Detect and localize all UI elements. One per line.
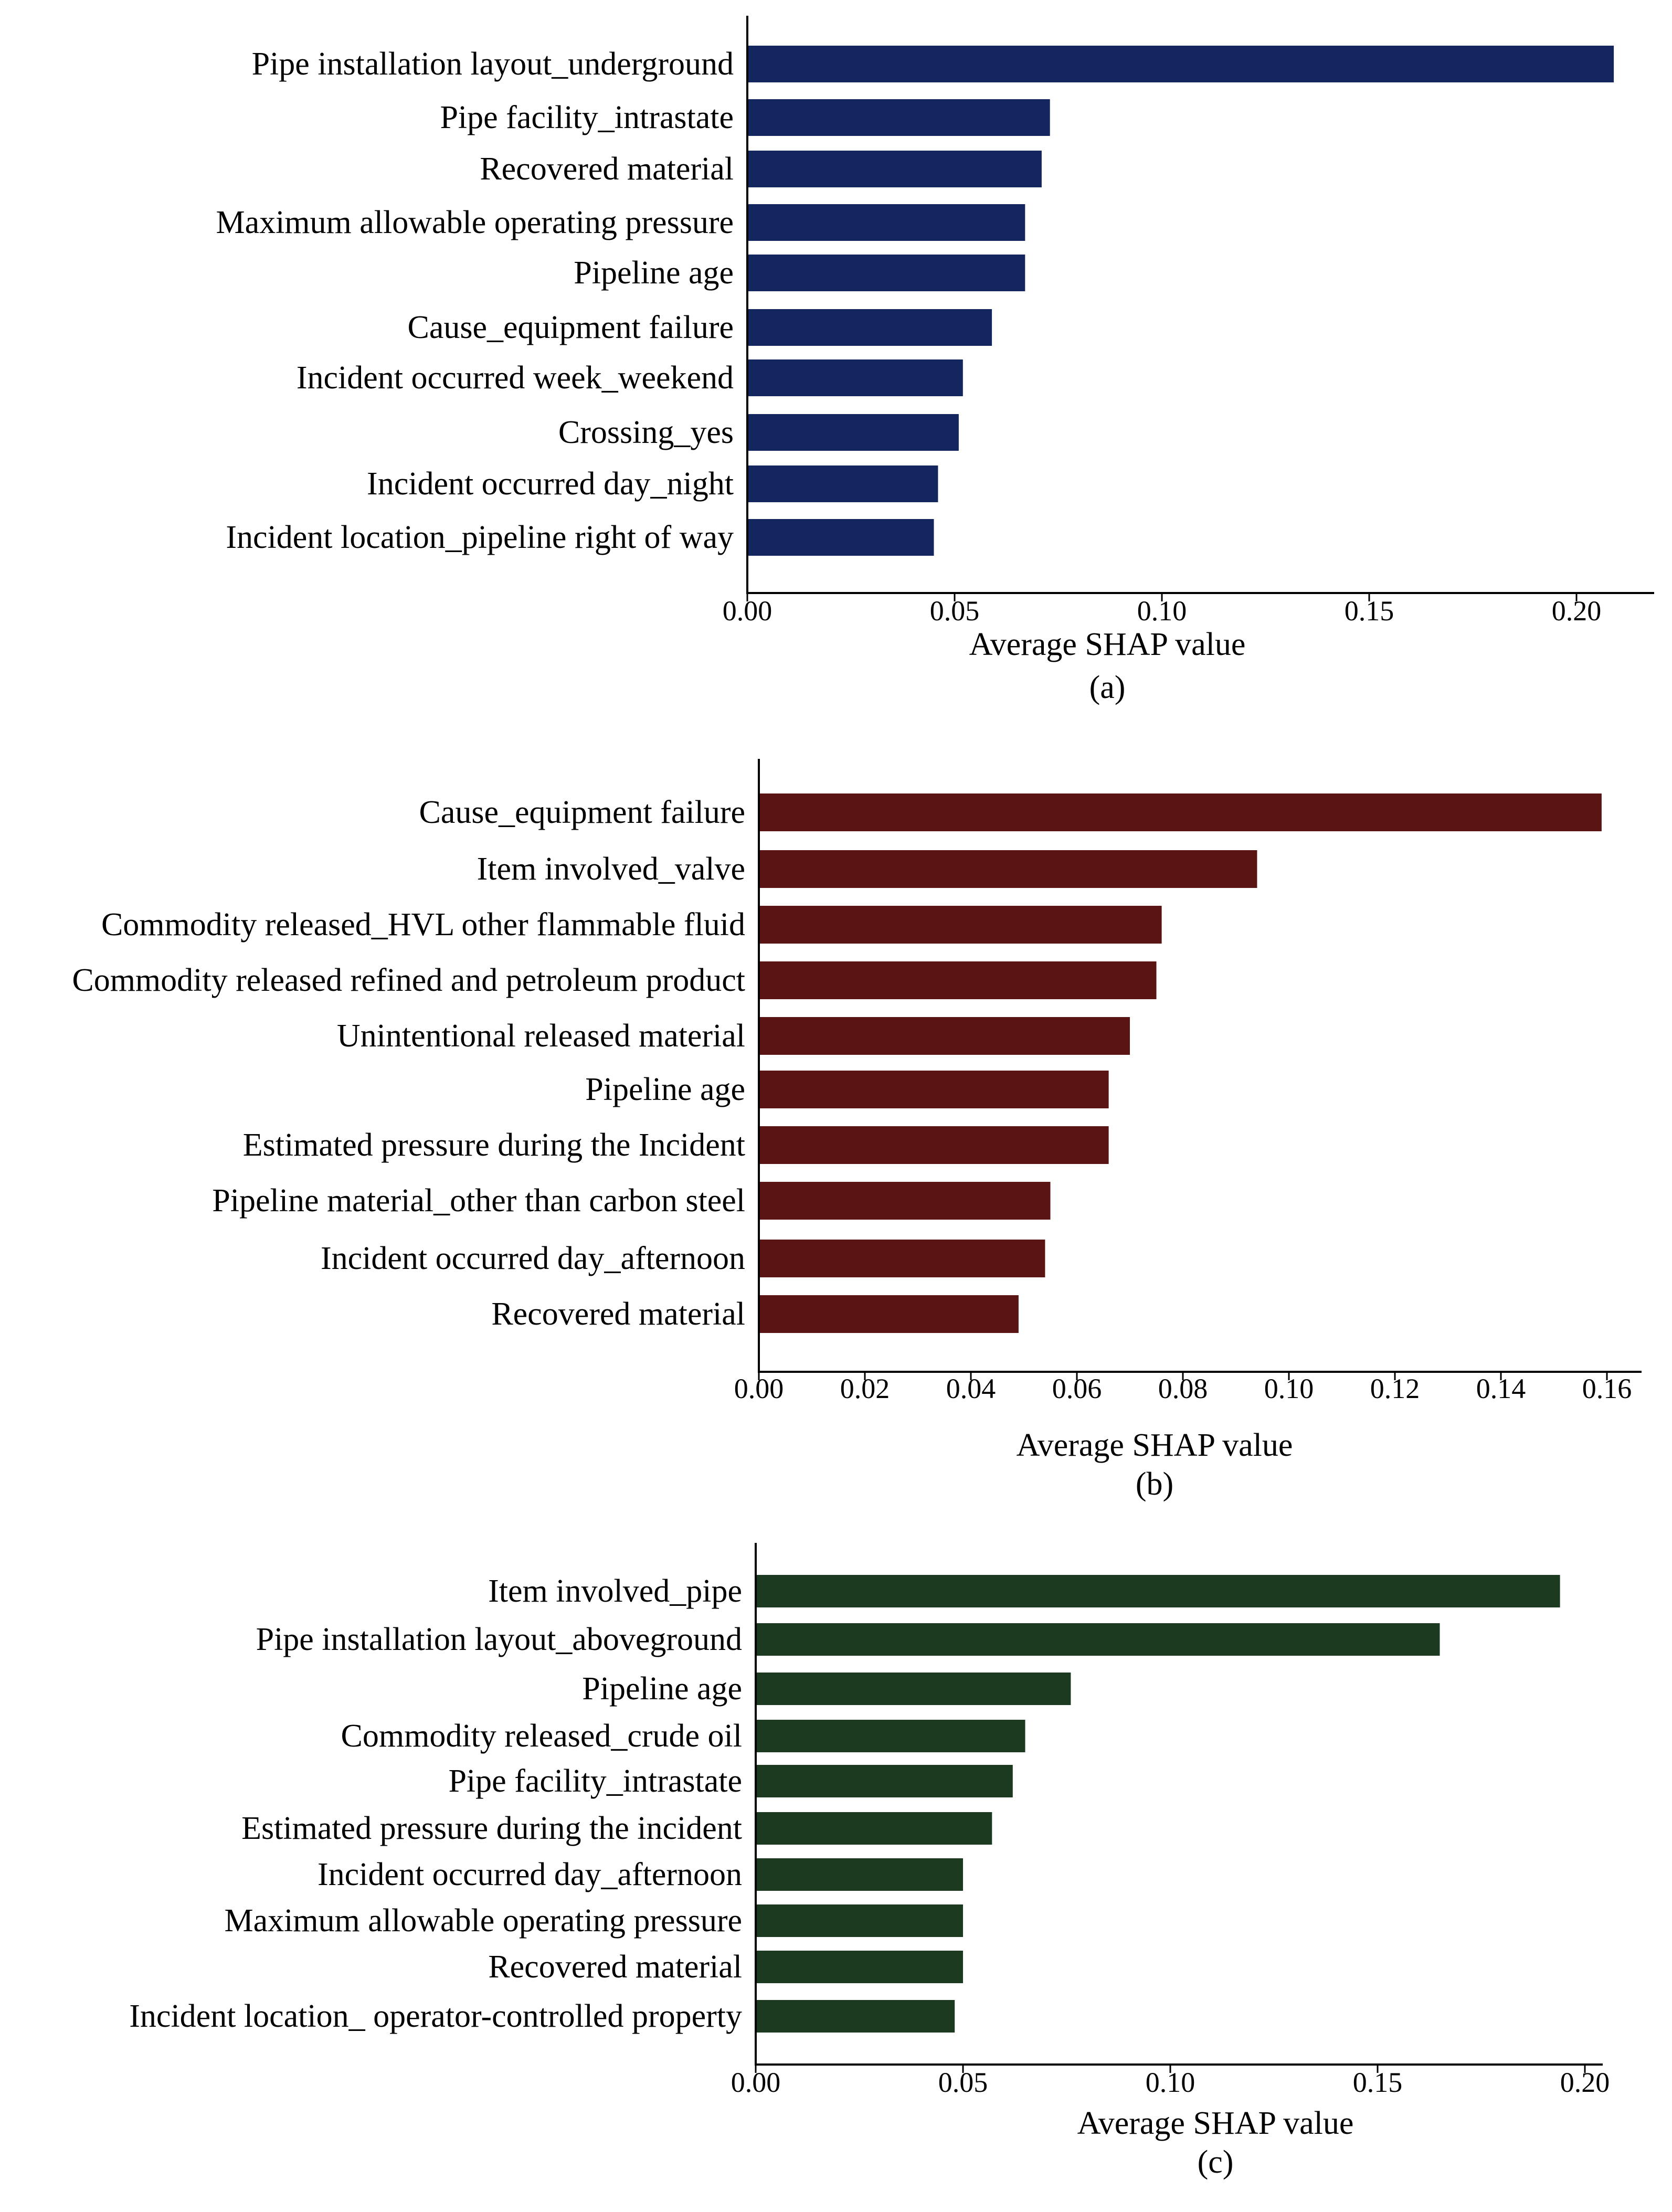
category-label-a-5: Pipeline age <box>574 255 734 291</box>
category-label-b-1: Cause_equipment failure <box>419 795 745 830</box>
x-tick-label-a-3: 0.10 <box>1137 595 1187 627</box>
x-tick-label-a-4: 0.15 <box>1345 595 1394 627</box>
x-axis-title-c: Average SHAP value <box>1077 2105 1354 2141</box>
category-label-b-8: Pipeline material_other than carbon stee… <box>212 1183 745 1219</box>
chart-panel-c: Item involved_pipe Pipe installation layo… <box>129 1543 1610 2180</box>
category-label-c-8: Maximum allowable operating pressure <box>224 1903 742 1939</box>
category-label-a-3: Recovered material <box>480 151 734 187</box>
category-label-b-7: Estimated pressure during the Incident <box>243 1127 745 1163</box>
x-tick-label-c-5: 0.20 <box>1560 2067 1610 2098</box>
bar-c-5 <box>757 1765 1013 1797</box>
bar-b-4 <box>760 961 1157 999</box>
category-label-c-5: Pipe facility_intrastate <box>448 1763 742 1799</box>
bar-c-7 <box>757 1858 963 1891</box>
x-tick-label-b-8: 0.14 <box>1476 1373 1526 1404</box>
category-label-c-1: Item involved_pipe <box>488 1573 742 1609</box>
category-label-a-7: Incident occurred week_weekend <box>297 360 734 396</box>
bar-c-9 <box>757 1951 963 1983</box>
bar-a-5 <box>748 255 1025 291</box>
category-label-a-6: Cause_equipment failure <box>407 310 734 345</box>
category-label-b-9: Incident occurred day_afternoon <box>321 1241 745 1276</box>
x-tick-label-b-5: 0.08 <box>1158 1373 1208 1404</box>
x-tick-label-b-9: 0.16 <box>1582 1373 1632 1404</box>
x-tick-label-c-4: 0.15 <box>1353 2067 1403 2098</box>
category-label-b-10: Recovered material <box>491 1296 745 1332</box>
bar-a-8 <box>748 414 959 451</box>
bar-b-10 <box>760 1295 1019 1333</box>
bar-a-7 <box>748 359 963 396</box>
category-label-c-3: Pipeline age <box>582 1671 742 1707</box>
x-tick-label-a-2: 0.05 <box>930 595 980 627</box>
category-label-c-4: Commodity released_crude oil <box>341 1718 742 1754</box>
bar-c-8 <box>757 1904 963 1937</box>
category-label-b-5: Unintentional released material <box>337 1018 745 1054</box>
x-tick-label-a-1: 0.00 <box>723 595 772 627</box>
panel-label-a: (a) <box>1089 670 1126 705</box>
category-label-a-9: Incident occurred day_night <box>367 466 734 502</box>
x-tick-label-b-7: 0.12 <box>1370 1373 1420 1404</box>
bar-b-6 <box>760 1071 1109 1108</box>
bar-b-5 <box>760 1017 1130 1055</box>
category-label-b-2: Item involved_valve <box>477 851 745 887</box>
bar-c-3 <box>757 1673 1071 1705</box>
bar-a-9 <box>748 465 938 502</box>
bar-a-3 <box>748 151 1042 187</box>
x-tick-label-b-6: 0.10 <box>1264 1373 1314 1404</box>
bar-c-1 <box>757 1575 1560 1607</box>
bar-c-6 <box>757 1812 992 1845</box>
category-label-b-6: Pipeline age <box>585 1072 745 1107</box>
x-tick-label-b-3: 0.04 <box>946 1373 996 1404</box>
category-label-a-10: Incident location_pipeline right of way <box>226 520 734 555</box>
panel-label-c: (c) <box>1198 2144 1234 2180</box>
bar-c-10 <box>757 2000 955 2033</box>
bar-c-2 <box>757 1623 1440 1656</box>
category-label-c-6: Estimated pressure during the incident <box>241 1811 742 1846</box>
bar-a-2 <box>748 99 1050 136</box>
x-axis-title-a: Average SHAP value <box>969 627 1246 662</box>
bar-c-4 <box>757 1720 1025 1752</box>
bar-a-4 <box>748 204 1025 241</box>
bar-b-7 <box>760 1126 1109 1164</box>
x-tick-label-b-2: 0.02 <box>840 1373 890 1404</box>
category-label-c-2: Pipe installation layout_aboveground <box>256 1622 742 1657</box>
category-label-c-7: Incident occurred day_afternoon <box>318 1857 742 1892</box>
bar-b-8 <box>760 1182 1051 1220</box>
x-tick-label-a-5: 0.20 <box>1552 595 1602 627</box>
category-label-b-3: Commodity released_HVL other flammable f… <box>101 907 745 943</box>
panel-label-b: (b) <box>1136 1466 1173 1502</box>
category-label-c-10: Incident location_ operator-controlled p… <box>129 1998 742 2034</box>
category-label-a-2: Pipe facility_intrastate <box>440 100 734 135</box>
bar-b-2 <box>760 850 1257 888</box>
bar-a-10 <box>748 519 934 556</box>
bar-b-3 <box>760 906 1162 944</box>
bar-b-9 <box>760 1240 1045 1277</box>
category-label-a-4: Maximum allowable operating pressure <box>216 205 734 240</box>
x-tick-label-c-2: 0.05 <box>938 2067 988 2098</box>
bar-a-1 <box>748 46 1614 82</box>
bar-b-1 <box>760 793 1602 831</box>
chart-panel-a: Pipe installation layout_underground Pipe… <box>216 16 1654 705</box>
x-tick-label-c-1: 0.00 <box>731 2067 781 2098</box>
chart-panel-b: Cause_equipment failure Item involved_val… <box>72 759 1642 1502</box>
x-tick-label-b-4: 0.06 <box>1052 1373 1102 1404</box>
category-label-c-9: Recovered material <box>488 1949 742 1985</box>
category-label-b-4: Commodity released refined and petroleum… <box>72 962 745 998</box>
bar-a-6 <box>748 309 992 346</box>
x-axis-title-b: Average SHAP value <box>1017 1427 1293 1463</box>
x-tick-label-b-1: 0.00 <box>734 1373 784 1404</box>
category-label-a-8: Crossing_yes <box>558 415 734 450</box>
category-label-a-1: Pipe installation layout_underground <box>252 46 734 82</box>
x-tick-label-c-3: 0.10 <box>1146 2067 1195 2098</box>
